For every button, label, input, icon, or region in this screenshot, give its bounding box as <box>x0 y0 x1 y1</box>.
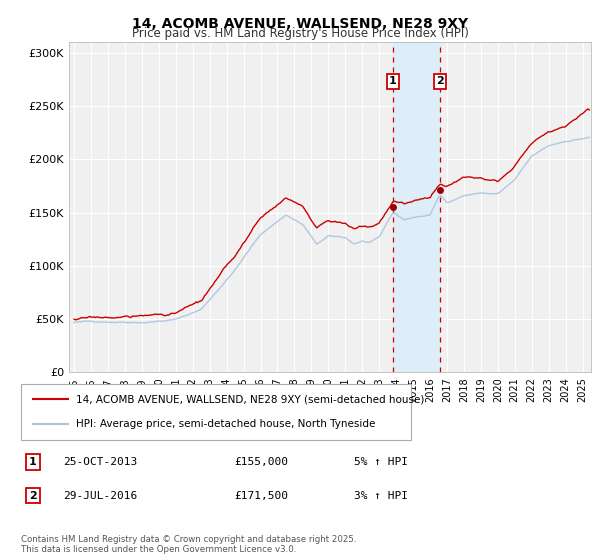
Text: £171,500: £171,500 <box>234 491 288 501</box>
FancyBboxPatch shape <box>21 384 411 440</box>
Text: 3% ↑ HPI: 3% ↑ HPI <box>354 491 408 501</box>
Text: Price paid vs. HM Land Registry's House Price Index (HPI): Price paid vs. HM Land Registry's House … <box>131 27 469 40</box>
Text: HPI: Average price, semi-detached house, North Tyneside: HPI: Average price, semi-detached house,… <box>76 419 375 429</box>
Text: £155,000: £155,000 <box>234 457 288 467</box>
Text: 2: 2 <box>436 76 443 86</box>
Text: 25-OCT-2013: 25-OCT-2013 <box>63 457 137 467</box>
Text: Contains HM Land Registry data © Crown copyright and database right 2025.
This d: Contains HM Land Registry data © Crown c… <box>21 535 356 554</box>
Text: 1: 1 <box>389 76 397 86</box>
Text: 2: 2 <box>29 491 37 501</box>
Text: 14, ACOMB AVENUE, WALLSEND, NE28 9XY (semi-detached house): 14, ACOMB AVENUE, WALLSEND, NE28 9XY (se… <box>76 394 424 404</box>
Text: 14, ACOMB AVENUE, WALLSEND, NE28 9XY: 14, ACOMB AVENUE, WALLSEND, NE28 9XY <box>132 17 468 31</box>
Text: 29-JUL-2016: 29-JUL-2016 <box>63 491 137 501</box>
Text: 1: 1 <box>29 457 37 467</box>
Bar <box>393 42 440 372</box>
Text: 5% ↑ HPI: 5% ↑ HPI <box>354 457 408 467</box>
